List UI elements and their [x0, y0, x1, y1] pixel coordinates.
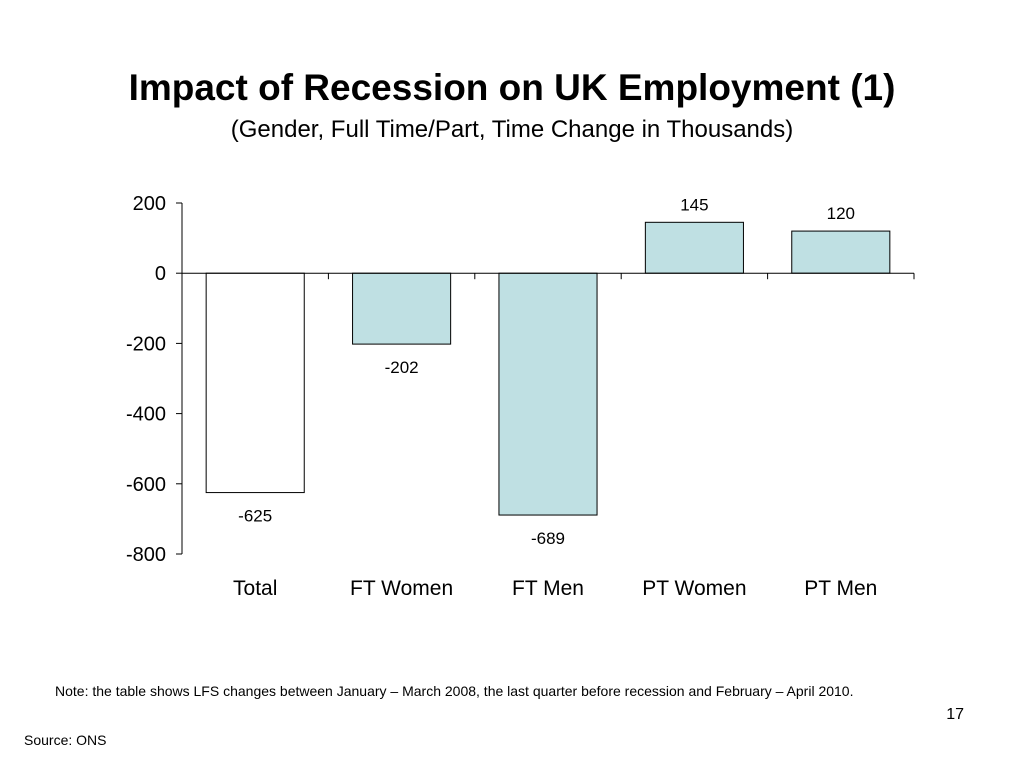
bar-total [205, 272, 305, 494]
bar-ft-women [352, 272, 452, 345]
page-number: 17 [946, 706, 964, 723]
x-category-label: PT Men [804, 577, 877, 600]
x-category-label: FT Women [350, 577, 453, 600]
y-tick-label: -200 [126, 333, 166, 355]
y-tick-label: -600 [126, 474, 166, 496]
data-label: -625 [238, 507, 272, 526]
chart-subtitle: (Gender, Full Time/Part, Time Change in … [230, 116, 794, 143]
bar-ft-men [498, 272, 598, 516]
y-tick-label: 200 [133, 193, 166, 215]
source-note: Source: ONS [24, 732, 107, 748]
y-tick-label: -400 [126, 404, 166, 426]
x-category-label: PT Women [642, 577, 746, 600]
x-category-label: Total [233, 577, 277, 600]
chart-title: Impact of Recession on UK Employment (1) [128, 67, 896, 108]
y-tick-label: 0 [155, 263, 166, 285]
bar-pt-women [644, 221, 744, 274]
data-label: 145 [680, 195, 708, 214]
y-tick-label: -800 [126, 544, 166, 566]
chart-note: Note: the table shows LFS changes betwee… [55, 683, 854, 699]
data-label: 120 [827, 204, 855, 223]
data-label: -689 [531, 529, 565, 548]
bar-pt-men [791, 230, 891, 274]
x-category-label: FT Men [512, 577, 584, 600]
data-label: -202 [385, 358, 419, 377]
